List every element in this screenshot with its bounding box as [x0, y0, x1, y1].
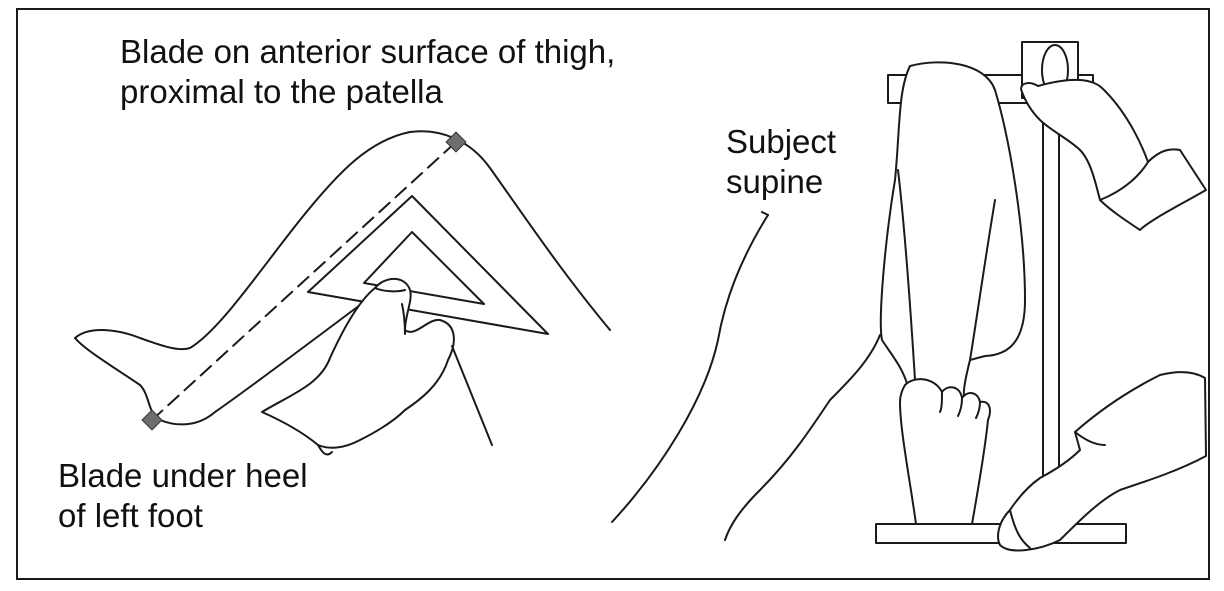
bottom-right-hand	[997, 371, 1207, 552]
figure-border	[16, 8, 1210, 580]
thigh-blade-label-line1: Blade on anterior surface of thigh,	[120, 33, 616, 70]
raised-foot	[899, 378, 991, 525]
raised-leg	[879, 61, 1026, 401]
left-leg-outline	[74, 130, 611, 426]
heel-blade-marker	[141, 409, 163, 431]
thigh-blade-label: Blade on anterior surface of thigh, prox…	[120, 32, 615, 112]
heel-blade-label-line1: Blade under heel	[58, 457, 308, 494]
triangle-square	[307, 195, 549, 335]
heel-blade-label: Blade under heel of left foot	[58, 456, 308, 536]
subject-body-outline	[611, 211, 881, 541]
subject-label-line2: supine	[726, 163, 824, 200]
caliper-dashed-line	[151, 141, 457, 421]
top-right-hand	[1020, 78, 1207, 231]
subject-supine-label: Subject supine	[726, 122, 836, 202]
left-hand	[261, 277, 493, 456]
blade-markers	[141, 131, 467, 431]
heel-blade-label-line2: of left foot	[58, 497, 203, 534]
thigh-blade-marker	[445, 131, 467, 153]
thigh-blade-label-line2: proximal to the patella	[120, 73, 443, 110]
subject-label-line1: Subject	[726, 123, 837, 160]
